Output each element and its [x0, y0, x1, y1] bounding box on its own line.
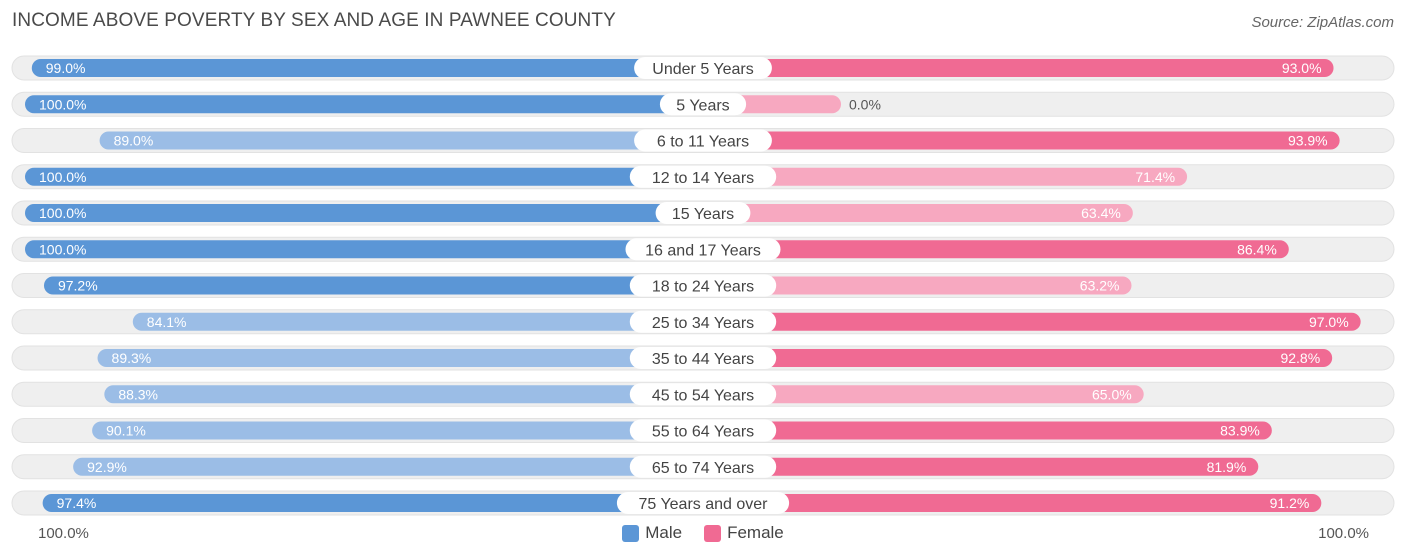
category-label: 45 to 54 Years	[652, 387, 754, 404]
label-female-value: 97.0%	[1309, 314, 1349, 330]
bar-female	[703, 276, 1132, 295]
category-pill	[659, 93, 747, 116]
label-female-value: 83.9%	[1220, 423, 1260, 439]
label-male-value: 84.1%	[147, 314, 187, 330]
chart-title: INCOME ABOVE POVERTY BY SEX AND AGE IN P…	[12, 10, 616, 31]
legend-swatch-female	[704, 524, 722, 542]
category-label: 12 to 14 Years	[652, 170, 754, 187]
label-male-value: 100.0%	[39, 241, 86, 257]
category-pill	[629, 274, 777, 297]
category-label: 35 to 44 Years	[652, 351, 754, 368]
bar-female	[703, 457, 1259, 476]
bar-male	[99, 131, 703, 150]
category-label: 5 Years	[676, 97, 729, 114]
axis-right-label: 100.0%	[1318, 525, 1369, 542]
label-male-value: 88.3%	[118, 386, 158, 402]
category-label: 16 and 17 Years	[645, 242, 761, 259]
category-label: 18 to 24 Years	[652, 279, 754, 296]
category-label: 25 to 34 Years	[652, 315, 754, 332]
category-pill	[629, 347, 777, 369]
bar-female	[703, 312, 1361, 331]
label-male-value: 99.0%	[46, 60, 86, 76]
category-label: 6 to 11 Years	[657, 134, 749, 151]
label-male-value: 97.4%	[57, 495, 97, 511]
bar-male	[92, 421, 703, 440]
category-label: 15 Years	[672, 206, 734, 223]
label-female-value: 93.9%	[1288, 133, 1328, 149]
bar-female	[703, 494, 1322, 512]
category-pill	[629, 455, 777, 478]
bar-male	[73, 457, 703, 476]
label-female-value: 91.2%	[1270, 495, 1310, 511]
category-pill	[629, 310, 777, 333]
category-pill	[629, 165, 777, 188]
label-female-value: 63.2%	[1080, 278, 1120, 294]
label-male-value: 100.0%	[39, 169, 86, 185]
label-male-value: 89.3%	[112, 350, 152, 366]
legend-label-female: Female	[727, 523, 784, 542]
category-pill	[629, 383, 777, 406]
category-pill	[634, 129, 772, 152]
label-female-value: 86.4%	[1237, 241, 1277, 257]
category-pill	[634, 57, 772, 79]
legend-label-male: Male	[645, 523, 683, 542]
category-pill	[625, 238, 781, 261]
bar-male	[43, 276, 703, 295]
legend-item-female: Female	[704, 523, 784, 543]
label-male-value: 97.2%	[58, 278, 98, 294]
bar-female	[703, 349, 1333, 367]
source-credit: Source: ZipAtlas.com	[1251, 14, 1394, 31]
bar-female	[703, 131, 1340, 150]
bar-female	[703, 59, 1334, 77]
bar-male	[132, 312, 703, 331]
label-female-value: 93.0%	[1282, 60, 1322, 76]
axis-left-label: 100.0%	[38, 525, 89, 542]
label-female-value: 81.9%	[1207, 459, 1247, 475]
label-male-value: 89.0%	[114, 133, 154, 149]
label-female-value: 63.4%	[1081, 205, 1121, 221]
bar-male	[31, 59, 703, 77]
bar-female	[703, 167, 1188, 186]
category-label: 65 to 74 Years	[652, 460, 754, 477]
label-male-value: 92.9%	[87, 459, 127, 475]
diverging-bar-chart: 99.0% 93.0% Under 5 Years 100.0% 0.0% 5 Years…	[11, 55, 1395, 516]
bar-female	[703, 240, 1289, 259]
label-male-value: 100.0%	[39, 96, 86, 112]
legend-item-male: Male	[622, 523, 682, 543]
bar-female	[703, 204, 1133, 222]
category-label: 75 Years and over	[639, 496, 769, 513]
bar-male	[25, 240, 703, 259]
label-female-value: 0.0%	[849, 96, 881, 112]
bar-male	[97, 349, 703, 367]
legend-swatch-male	[622, 524, 640, 542]
label-female-value: 71.4%	[1135, 169, 1175, 185]
label-male-value: 100.0%	[39, 205, 86, 221]
bar-male	[25, 167, 703, 186]
category-label: Under 5 Years	[652, 61, 753, 78]
category-pill	[655, 202, 751, 224]
legend: Male Female	[0, 523, 1406, 543]
label-female-value: 92.8%	[1280, 350, 1320, 366]
label-female-value: 65.0%	[1092, 386, 1132, 402]
category-label: 55 to 64 Years	[652, 424, 754, 441]
category-pill	[616, 492, 790, 514]
category-pill	[629, 419, 777, 442]
bar-female	[703, 421, 1272, 440]
bar-male	[42, 494, 704, 512]
bar-male	[25, 204, 703, 222]
bar-male	[25, 95, 703, 114]
label-male-value: 90.1%	[106, 423, 146, 439]
bar-female	[703, 385, 1144, 404]
bar-male	[104, 385, 704, 404]
